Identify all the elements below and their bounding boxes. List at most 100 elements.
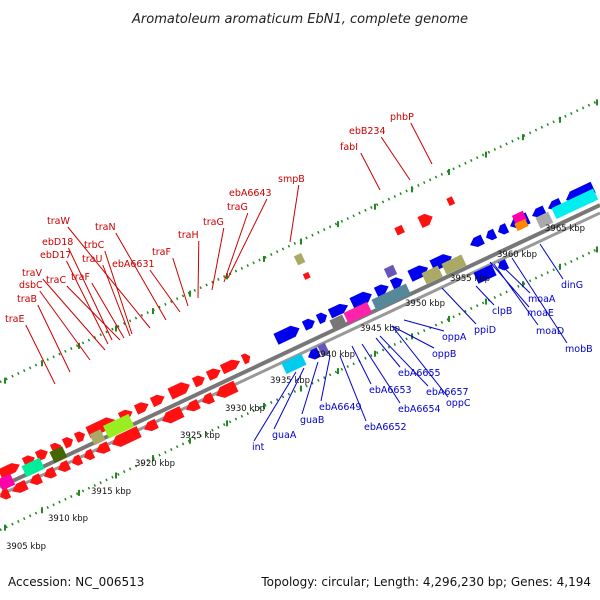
upper-gene-label: traU [82, 254, 102, 265]
gene-feature [84, 448, 96, 461]
upper-gene-connector [91, 282, 125, 339]
upper-gene-label: phbP [390, 112, 414, 123]
gene-arrow-reverse [84, 448, 96, 461]
gene-block [441, 254, 467, 275]
lower-gene-label: ebA6655 [398, 368, 441, 379]
upper-gene-label: smpB [278, 174, 305, 185]
upper-gene-connector [211, 227, 225, 291]
gene-arrow-reverse [12, 480, 29, 493]
gene-feature [96, 441, 111, 454]
gene-arrow-reverse [44, 466, 57, 479]
upper-gene-connector [410, 122, 433, 165]
upper-gene-label: fabI [340, 142, 358, 153]
gene-feature [349, 291, 372, 309]
lower-gene-label: oppA [442, 332, 467, 343]
gene-feature [407, 265, 429, 282]
upper-gene-label: ebD18 [42, 237, 73, 248]
gene-feature [34, 449, 48, 462]
gene-arrow-forward [273, 325, 300, 345]
upper-gene-label: traW [47, 216, 70, 227]
lower-gene-connector [539, 243, 564, 280]
gene-feature [446, 196, 456, 207]
upper-gene-connector [115, 232, 167, 321]
gene-block [383, 264, 398, 279]
gene-feature [12, 480, 29, 493]
lower-gene-connector [475, 285, 495, 306]
lower-gene-connector [253, 371, 297, 442]
kbp-tick-label: 3945 kbp [360, 324, 400, 334]
upper-gene-connector [25, 324, 56, 385]
lower-gene-connector [375, 337, 401, 368]
gene-feature [383, 264, 398, 279]
gene-feature [315, 312, 328, 325]
kbp-tick-label: 3925 kbp [180, 431, 220, 441]
gene-arrow-reverse [308, 347, 321, 360]
gene-feature [167, 382, 190, 400]
gene-feature [216, 380, 239, 398]
lower-gene-label: ebA6654 [398, 404, 441, 415]
kbp-tick-label: 3915 kbp [91, 487, 131, 497]
gene-feature [394, 224, 405, 236]
upper-gene-label: traG [203, 217, 224, 228]
gene-feature [498, 259, 510, 271]
gene-block [302, 271, 311, 280]
gene-block [551, 188, 599, 220]
gene-feature [371, 283, 411, 311]
upper-gene-connector [227, 198, 268, 279]
upper-gene-label: traB [17, 294, 37, 305]
gene-arrow-forward [219, 359, 241, 375]
gene-arrow-forward [301, 318, 315, 331]
upper-gene-label: ebA6643 [229, 188, 272, 199]
lower-gene-label: guaB [300, 415, 324, 426]
lower-gene-label: ebA6649 [319, 402, 362, 413]
upper-gene-label: ebB234 [349, 126, 386, 137]
gene-block [49, 446, 68, 463]
lower-gene-connector [361, 343, 401, 404]
gene-feature [186, 399, 201, 412]
gene-block [89, 429, 106, 446]
gene-arrow-forward [149, 394, 165, 408]
gene-arrow-forward [373, 284, 389, 297]
gene-feature [535, 211, 554, 229]
gene-arrow-reverse [202, 392, 215, 405]
gene-arrow-forward [0, 463, 20, 479]
gene-feature [0, 473, 16, 491]
gene-feature [417, 213, 433, 229]
upper-gene-connector [380, 136, 411, 181]
gene-feature [317, 342, 330, 358]
lower-gene-connector [339, 355, 367, 422]
kbp-tick-label: 3920 kbp [135, 459, 175, 469]
upper-gene-label: traG [227, 202, 248, 213]
lower-gene-connector [497, 261, 531, 294]
lower-gene-connector [493, 263, 539, 326]
upper-gene-connector [223, 212, 249, 283]
lower-gene-label: guaA [272, 430, 297, 441]
lower-gene-connector [301, 361, 319, 415]
gene-arrow-forward [407, 265, 429, 282]
gene-block [371, 283, 411, 311]
upper-gene-label: ebD17 [40, 250, 71, 261]
gene-feature [112, 426, 142, 447]
upper-gene-connector [37, 304, 71, 373]
lower-gene-connector [391, 325, 449, 398]
gene-feature [205, 368, 221, 381]
lower-gene-label: ppiD [474, 325, 496, 336]
gene-arrow-forward [133, 402, 149, 415]
gene-arrow-reverse [58, 460, 71, 472]
lower-gene-connector [489, 261, 530, 308]
gene-arrow-forward [240, 353, 251, 365]
gene-feature [281, 353, 307, 374]
gene-feature [30, 473, 43, 486]
gene-feature [73, 431, 86, 443]
gene-feature [72, 454, 84, 466]
gene-arrow-forward [315, 312, 328, 325]
upper-gene-label: traF [71, 272, 90, 283]
gene-arrow-reverse [0, 488, 12, 500]
gene-feature [0, 463, 20, 479]
upper-gene-connector [66, 260, 109, 345]
lower-gene-connector [441, 287, 477, 325]
upper-gene-connector [197, 240, 200, 299]
gene-block [329, 314, 348, 332]
